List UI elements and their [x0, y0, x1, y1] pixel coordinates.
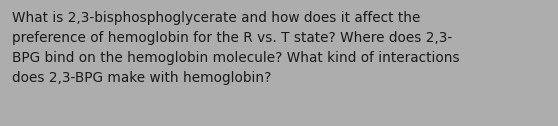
Text: What is 2,3-bisphosphoglycerate and how does it affect the
preference of hemoglo: What is 2,3-bisphosphoglycerate and how … — [12, 11, 460, 85]
